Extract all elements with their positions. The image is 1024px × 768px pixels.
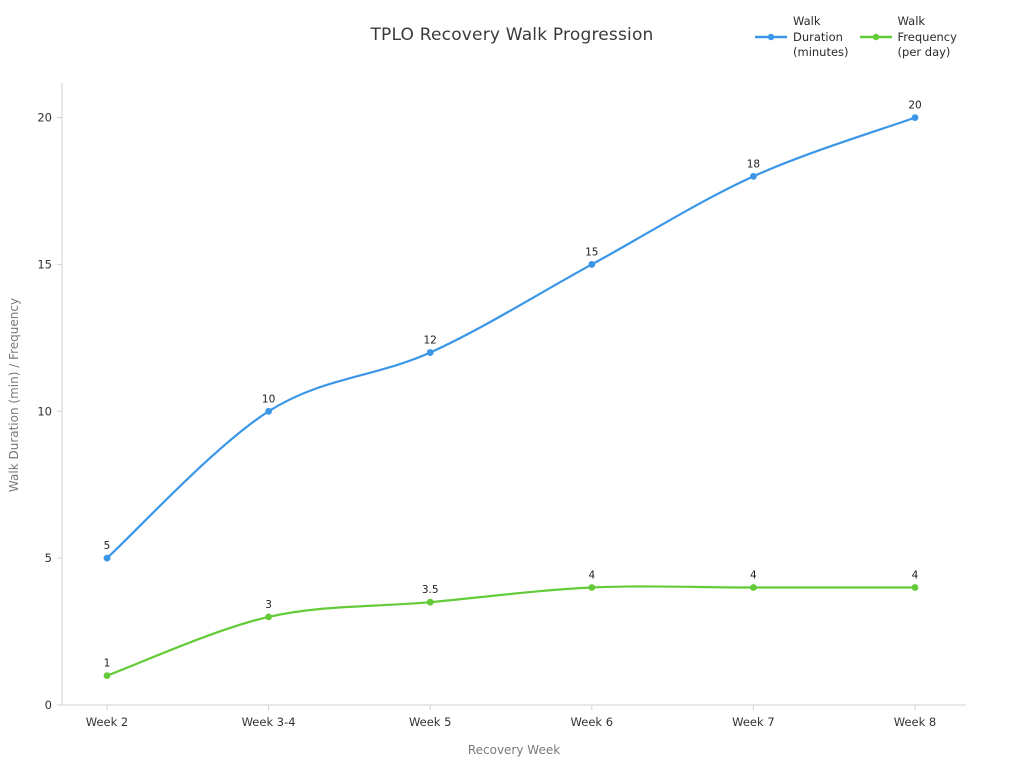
series-frequency-line xyxy=(105,585,917,677)
series-duration-value-label: 20 xyxy=(908,100,921,112)
series-duration-marker xyxy=(911,114,919,121)
legend-label-walk-duration: Walk Duration (minutes) xyxy=(793,14,849,59)
series-duration: 5 10 12 15 18 20 xyxy=(103,100,922,562)
legend-item-walk-frequency[interactable]: Walk Frequency (per day) xyxy=(859,14,957,61)
series-frequency: 1 3 3.5 4 4 4 xyxy=(103,570,919,680)
series-duration-marker xyxy=(588,261,596,268)
x-tick-label: Week 2 xyxy=(86,715,128,729)
legend-item-walk-duration[interactable]: Walk Duration (minutes) xyxy=(754,14,849,61)
series-frequency-marker xyxy=(911,584,919,591)
x-tick-label: Week 3-4 xyxy=(242,715,296,729)
series-duration-value-label: 12 xyxy=(424,335,437,347)
x-axis-title: Recovery Week xyxy=(467,743,561,757)
series-duration-marker xyxy=(265,407,272,415)
x-tick-label: Week 5 xyxy=(409,715,451,729)
series-frequency-marker xyxy=(750,584,757,591)
x-tick-label: Week 7 xyxy=(732,715,774,729)
series-frequency-value-label: 1 xyxy=(104,658,111,670)
series-duration-value-label: 18 xyxy=(747,158,760,170)
series-frequency-marker xyxy=(588,584,596,591)
y-axis-title: Walk Duration (min) / Frequency xyxy=(7,297,21,493)
chart-title: TPLO Recovery Walk Progression xyxy=(370,25,654,45)
x-tick-label: Week 8 xyxy=(894,715,936,729)
x-tick-label: Week 6 xyxy=(571,715,613,729)
series-duration-value-label: 15 xyxy=(585,246,598,258)
series-duration-marker xyxy=(750,172,757,180)
series-frequency-value-label: 4 xyxy=(750,570,757,582)
series-frequency-marker xyxy=(265,613,272,621)
series-duration-marker xyxy=(426,349,434,356)
series-frequency-marker xyxy=(426,598,434,606)
legend: Walk Duration (minutes) Walk Frequency (… xyxy=(754,14,957,61)
series-duration-line xyxy=(105,116,917,560)
legend-line-duration-icon xyxy=(755,34,787,41)
legend-line-frequency-icon xyxy=(859,34,892,41)
y-tick-label: 0 xyxy=(45,698,52,712)
series-frequency-value-label: 3.5 xyxy=(422,584,439,596)
series-frequency-value-label: 4 xyxy=(912,570,919,582)
y-tick-label: 5 xyxy=(45,551,52,565)
y-tick-label: 10 xyxy=(37,404,52,418)
series-frequency-value-label: 3 xyxy=(265,599,272,611)
series-frequency-value-label: 4 xyxy=(588,570,595,582)
series-frequency-marker xyxy=(103,672,111,680)
legend-label-walk-frequency: Walk Frequency (per day) xyxy=(897,14,957,59)
series-duration-value-label: 5 xyxy=(104,540,111,552)
y-tick-label: 20 xyxy=(37,111,52,125)
series-duration-value-label: 10 xyxy=(262,393,275,405)
y-tick-label: 15 xyxy=(37,257,52,271)
series-duration-marker xyxy=(103,554,111,562)
